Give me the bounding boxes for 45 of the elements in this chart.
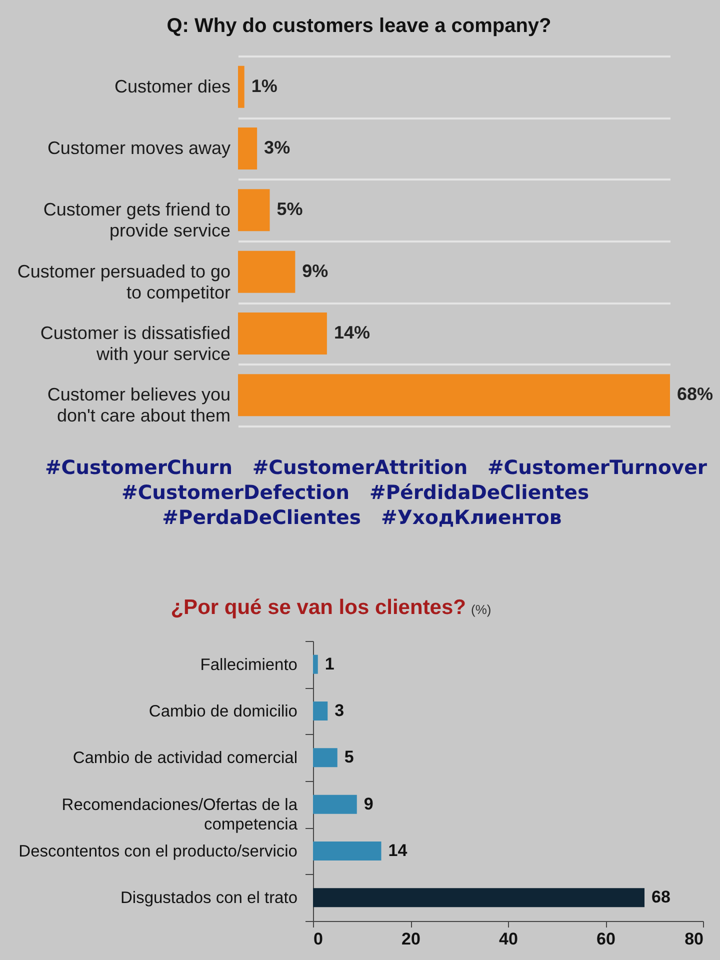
y-tick-label: Cambio de domicilio [148, 702, 298, 720]
data-label: 1% [251, 76, 278, 96]
data-label: 68 [652, 888, 670, 907]
x-tick-label: 40 [499, 930, 518, 948]
y-tick-label: Customer moves away [47, 138, 230, 158]
x-tick-label: 0 [314, 930, 323, 948]
text: #CustomerDefection [122, 481, 350, 504]
text: #УходКлиентов [381, 506, 562, 529]
data-label: 9 [364, 794, 374, 814]
text: #PerdaDeClientes [162, 506, 362, 529]
x-tick-label: 20 [402, 930, 420, 948]
y-tick-label: Descontentos con el producto/servicio [18, 842, 298, 860]
text: #CustomerChurn [44, 456, 233, 479]
data-label: 3% [264, 138, 290, 158]
y-tick-label: Customer is dissatisfied with your service [40, 323, 230, 364]
text: #CustomerAttrition [252, 456, 468, 479]
data-label: 5% [276, 199, 303, 220]
y-tick-label: Customer believes you don't care about them [47, 384, 230, 426]
data-label: 1 [324, 654, 334, 674]
y-tick-label: Recomendaciones/Ofertas de la competencia [62, 796, 298, 834]
bar [238, 66, 244, 108]
y-tick-label: Disgustados con el trato [120, 889, 298, 908]
y-tick-label: Customer dies [114, 76, 230, 96]
data-label: 5 [344, 748, 354, 767]
x-tick-label: 60 [596, 930, 616, 948]
bar [238, 250, 296, 293]
data-label: 68% [677, 384, 714, 404]
text: #PérdidaDeClientes [370, 481, 590, 504]
y-tick-label: Fallecimiento [200, 656, 298, 674]
y-tick-label: Cambio de actividad comercial [72, 749, 298, 768]
chart-title: Q: Why do customers leave a company? [166, 15, 552, 37]
bar [238, 189, 270, 232]
data-label: 3 [334, 701, 344, 720]
chart-subtitle: (%) [471, 602, 492, 617]
y-tick-label: Customer gets friend to provide service [43, 200, 230, 241]
data-label: 9% [302, 260, 328, 281]
data-label: 14% [334, 322, 370, 342]
chart-title: ¿Por qué se van los clientes? [170, 596, 466, 619]
x-tick-label: 80 [684, 930, 704, 948]
text: #CustomerTurnover [487, 456, 708, 479]
bar [238, 374, 670, 416]
bar [238, 128, 258, 170]
data-label: 14 [388, 841, 408, 860]
bar [238, 312, 327, 354]
y-tick-label: Customer persuaded to go to competitor [17, 261, 231, 302]
